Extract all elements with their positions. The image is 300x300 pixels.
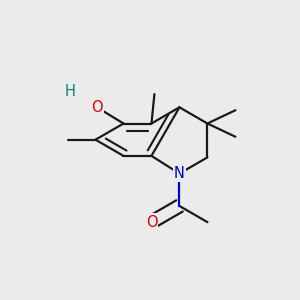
Text: O: O [91, 100, 103, 115]
Text: H: H [65, 84, 76, 99]
Text: N: N [174, 166, 185, 181]
Text: O: O [146, 214, 157, 230]
